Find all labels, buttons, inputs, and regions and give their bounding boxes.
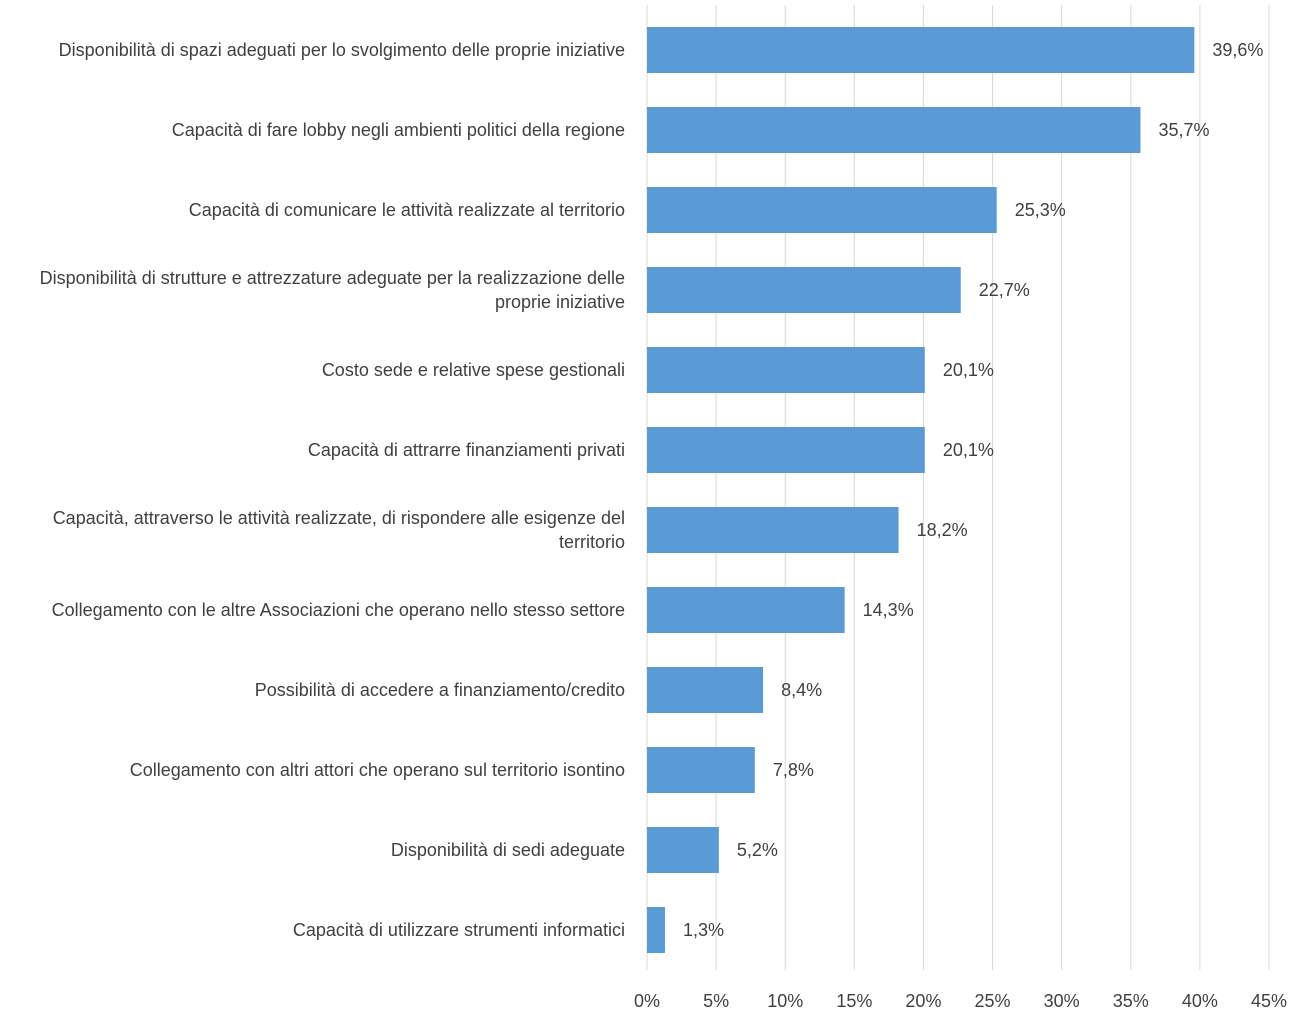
category-text: Collegamento con altri attori che operan… (129, 760, 625, 780)
category-text: Disponibilità di strutture e attrezzatur… (39, 268, 625, 312)
bar (647, 187, 997, 233)
bar (647, 827, 719, 873)
x-tick-label: 15% (836, 991, 872, 1011)
x-tick-label: 45% (1251, 991, 1287, 1011)
bar (647, 587, 845, 633)
category-label: Disponibilità di strutture e attrezzatur… (5, 250, 625, 330)
value-label: 1,3% (683, 920, 724, 940)
bar (647, 507, 899, 553)
value-label: 35,7% (1158, 120, 1209, 140)
value-label: 20,1% (943, 360, 994, 380)
bar (647, 427, 925, 473)
bar (647, 107, 1141, 153)
category-text: Capacità di comunicare le attività reali… (188, 200, 625, 220)
value-label: 8,4% (781, 680, 822, 700)
category-text: Capacità di utilizzare strumenti informa… (292, 920, 625, 940)
bar (647, 747, 755, 793)
category-label: Capacità di comunicare le attività reali… (5, 170, 625, 250)
x-tick-label: 20% (905, 991, 941, 1011)
category-label: Collegamento con le altre Associazioni c… (5, 570, 625, 650)
x-tick-label: 0% (634, 991, 660, 1011)
category-label: Possibilità di accedere a finanziamento/… (5, 650, 625, 730)
category-label: Costo sede e relative spese gestionali (5, 330, 625, 410)
bar (647, 27, 1195, 73)
value-label: 5,2% (737, 840, 778, 860)
value-label: 14,3% (863, 600, 914, 620)
bar (647, 347, 925, 393)
category-text: Capacità di fare lobby negli ambienti po… (171, 120, 625, 140)
bar (647, 907, 665, 953)
bar (647, 267, 961, 313)
category-label: Capacità di fare lobby negli ambienti po… (5, 90, 625, 170)
value-label: 22,7% (979, 280, 1030, 300)
value-label: 20,1% (943, 440, 994, 460)
category-label: Disponibilità di sedi adeguate (5, 810, 625, 890)
category-text: Possibilità di accedere a finanziamento/… (254, 680, 625, 700)
bar (647, 667, 764, 713)
category-text: Capacità, attraverso le attività realizz… (52, 508, 625, 552)
x-tick-label: 40% (1182, 991, 1218, 1011)
value-label: 39,6% (1212, 40, 1263, 60)
category-label: Disponibilità di spazi adeguati per lo s… (5, 10, 625, 90)
value-label: 18,2% (917, 520, 968, 540)
category-label: Capacità di utilizzare strumenti informa… (5, 890, 625, 970)
x-tick-label: 10% (767, 991, 803, 1011)
category-text: Capacità di attrarre finanziamenti priva… (307, 440, 625, 460)
x-tick-label: 5% (703, 991, 729, 1011)
value-label: 7,8% (773, 760, 814, 780)
category-label: Collegamento con altri attori che operan… (5, 730, 625, 810)
x-tick-label: 35% (1113, 991, 1149, 1011)
x-tick-label: 25% (975, 991, 1011, 1011)
category-text: Disponibilità di spazi adeguati per lo s… (58, 40, 625, 60)
category-label: Capacità di attrarre finanziamenti priva… (5, 410, 625, 490)
category-text: Disponibilità di sedi adeguate (390, 840, 625, 860)
value-label: 25,3% (1015, 200, 1066, 220)
category-text: Costo sede e relative spese gestionali (321, 360, 625, 380)
category-label: Capacità, attraverso le attività realizz… (5, 490, 625, 570)
x-tick-label: 30% (1044, 991, 1080, 1011)
category-text: Collegamento con le altre Associazioni c… (51, 600, 625, 620)
